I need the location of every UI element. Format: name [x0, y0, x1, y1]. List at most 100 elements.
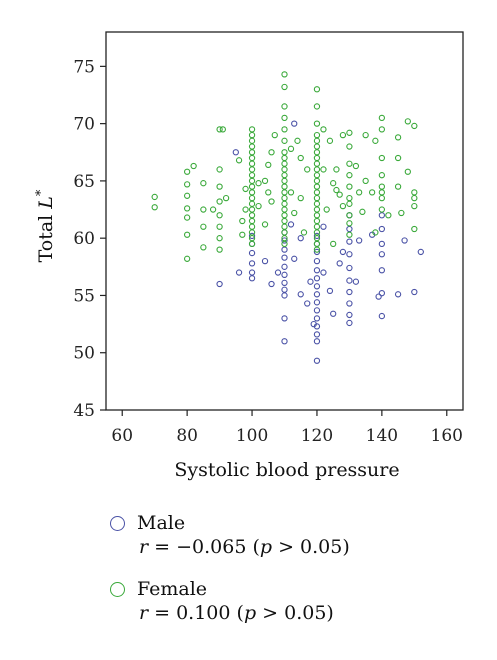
data-point-female [248, 149, 256, 156]
data-point-female [222, 194, 230, 202]
data-point-female [313, 229, 321, 236]
data-point-female [281, 229, 288, 236]
data-point-female [336, 191, 343, 198]
x-tick-label: 80 [176, 426, 198, 446]
y-tick-label: 55 [73, 286, 95, 306]
data-point-male [326, 287, 334, 295]
data-point-female [313, 200, 321, 207]
data-point-female [200, 223, 207, 230]
data-point-male [346, 251, 353, 258]
data-point-female [281, 172, 288, 179]
data-point-female [404, 118, 411, 125]
data-point-male [248, 232, 256, 240]
data-point-female [411, 189, 418, 196]
y-tick-label: 50 [73, 344, 95, 364]
data-point-female [378, 183, 386, 190]
data-point-female [313, 103, 321, 110]
data-point-female [313, 194, 321, 202]
data-point-male [346, 288, 353, 296]
data-point-female [151, 204, 158, 211]
data-point-female [248, 206, 256, 213]
data-point-female [346, 172, 353, 179]
y-axis-title-var: L [35, 196, 57, 210]
data-point-female [248, 240, 256, 248]
data-point-female [346, 220, 353, 227]
legend-male-name: Male [137, 512, 186, 534]
data-point-male [304, 300, 311, 307]
data-point-female [313, 149, 321, 156]
data-point-female [242, 185, 249, 193]
series-female [151, 71, 418, 262]
plot-frame [105, 31, 464, 411]
legend-female-swatch [110, 581, 125, 597]
y-tick-label: 60 [73, 229, 95, 249]
data-point-male [394, 291, 402, 298]
data-point-female [248, 154, 256, 162]
data-point-female [313, 86, 321, 93]
data-point-male [313, 307, 321, 314]
data-point-male [346, 319, 353, 327]
data-point-female [330, 180, 337, 187]
data-point-female [339, 131, 347, 139]
data-point-female [398, 209, 405, 217]
data-point-female [216, 198, 223, 205]
data-point-female [190, 162, 197, 170]
data-point-female [281, 240, 288, 248]
data-point-female [255, 202, 262, 210]
data-point-female [248, 160, 256, 167]
legend-male-p: p [259, 536, 273, 558]
data-point-female [297, 194, 304, 202]
data-point-female [378, 114, 386, 122]
y-tick-label: 70 [73, 115, 95, 135]
data-point-male [281, 237, 288, 244]
data-point-female [216, 126, 223, 133]
data-point-female [216, 212, 223, 219]
data-point-female [216, 235, 223, 242]
data-point-female [378, 172, 386, 179]
data-point-female [362, 131, 369, 139]
data-point-male [313, 283, 321, 290]
data-point-female [281, 177, 288, 185]
data-point-male [320, 223, 327, 230]
data-point-female [248, 177, 256, 185]
data-point-male [378, 267, 386, 274]
data-point-female [346, 200, 353, 207]
data-point-male [417, 248, 424, 256]
data-point-female [281, 149, 288, 156]
data-point-male [355, 237, 363, 244]
legend-male-stat: r = −0.065 (p > 0.05) [139, 536, 350, 558]
data-point-female [216, 183, 223, 190]
data-point-female [248, 172, 256, 179]
data-point-female [281, 154, 288, 162]
legend-female-row: Female [110, 578, 334, 600]
data-point-female [281, 189, 288, 196]
data-point-female [183, 255, 191, 262]
data-point-female [378, 194, 386, 202]
data-point-female [352, 162, 360, 170]
data-point-female [355, 189, 363, 196]
data-point-female [248, 217, 256, 225]
data-point-female [297, 154, 304, 162]
y-axis-title: Total L* [34, 189, 57, 262]
legend-male-eq: = −0.065 ( [148, 536, 260, 558]
data-point-female [200, 180, 207, 187]
data-point-male [378, 212, 386, 219]
data-point-male [375, 293, 382, 300]
data-point-male [320, 269, 327, 276]
data-point-female [219, 126, 226, 133]
y-axis-title-prefix: Total [35, 209, 57, 263]
data-point-female [281, 206, 288, 213]
data-point-female [378, 154, 386, 162]
data-point-female [248, 137, 256, 144]
data-point-male [401, 237, 408, 244]
data-point-male [313, 357, 321, 364]
data-point-male [378, 251, 386, 258]
data-point-female [313, 217, 321, 225]
data-point-male [378, 290, 386, 297]
data-point-female [411, 194, 418, 202]
data-point-male [339, 248, 347, 256]
data-point-female [183, 168, 191, 175]
data-point-male [346, 264, 353, 272]
data-point-female [323, 206, 330, 213]
